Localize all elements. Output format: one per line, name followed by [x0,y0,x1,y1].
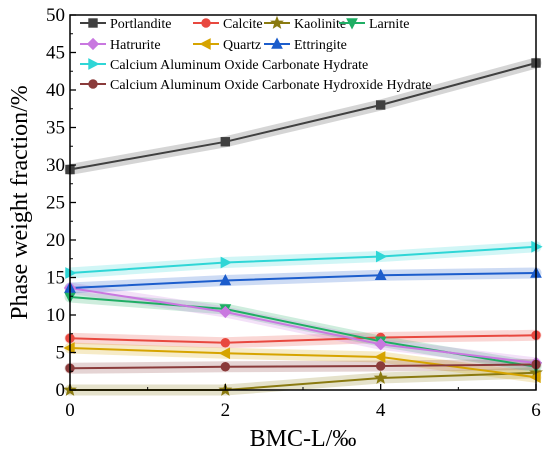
series-band-ettringite [64,267,542,294]
legend-label: Calcium Aluminum Oxide Carbonate Hydroxi… [110,78,432,93]
series-line-ettringite [69,272,537,289]
y-tick-label: 50 [46,5,65,26]
legend-label: Portlandite [110,17,171,32]
series-line-quartz [69,347,537,379]
data-point-ettringite [219,273,232,286]
y-tick-label: 45 [46,43,65,64]
legend-swatch-marker [270,15,284,29]
series-line-portlandite [69,62,537,171]
data-point-calcium-aluminum-oxide-carbonate-hydroxide-hydrate [220,362,231,372]
legend-label: Hatrurite [110,38,161,53]
legend-label: Kaolinite [294,17,346,32]
legend-label: Quartz [223,38,261,53]
legend-swatch-marker [199,38,211,50]
series-line-hatrurite [69,287,537,364]
y-axis-title: Phase weight fraction/% [7,85,33,320]
data-point-calcium-aluminum-oxide-carbonate-hydrate [375,250,388,263]
legend-swatch-marker [346,18,358,30]
y-tick-label: 20 [46,230,65,251]
data-point-hatrurite [219,305,232,319]
legend-swatch-marker [88,79,98,89]
legend-label: Ettringite [294,38,347,53]
x-axis-ticks: 0 2 4 6 [65,384,541,421]
legend-swatch-marker [86,37,100,51]
legend-swatch-marker [201,18,211,28]
legend-item-calcium-aluminum-oxide-carbonate-hydroxide-hydrate: Calcium Aluminum Oxide Carbonate Hydroxi… [80,78,432,93]
legend-label: Calcite [223,17,263,32]
data-point-hatrurite [374,338,387,351]
y-tick-label: 5 [56,343,66,364]
legend-item-calcium-aluminum-oxide-carbonate-hydrate: Calcium Aluminum Oxide Carbonate Hydrate [80,58,368,73]
x-tick-label: 6 [531,400,541,421]
legend-swatch-marker [88,18,98,28]
y-tick-label: 0 [56,380,66,401]
y-tick-label: 10 [46,305,65,326]
y-tick-label: 40 [46,80,65,101]
x-tick-label: 4 [376,400,386,421]
legend-item-quartz: Quartz [193,38,261,53]
data-point-portlandite [375,100,386,110]
data-point-quartz [374,351,386,363]
legend-item-kaolinite: Kaolinite [264,15,346,32]
data-point-calcium-aluminum-oxide-carbonate-hydroxide-hydrate [375,361,386,371]
y-axis-ticks: 0 5 10 15 20 25 30 35 40 45 50 [46,5,76,401]
legend-item-ettringite: Ettringite [264,37,347,53]
data-point-kaolinite [373,370,388,384]
legend-label: Larnite [369,17,409,32]
series-line-calcium-aluminum-oxide-carbonate-hydroxide-hydrate [69,363,537,370]
y-tick-label: 30 [46,155,65,176]
series-markers [63,58,543,396]
data-point-calcite [220,338,231,348]
x-tick-label: 2 [221,400,231,421]
legend-swatch-marker [271,37,283,49]
legend-item-calcite: Calcite [193,17,263,32]
data-point-calcium-aluminum-oxide-carbonate-hydrate [220,256,232,269]
series-line-calcite [69,334,537,344]
x-axis-title: BMC-L/‰ [250,426,357,452]
data-point-quartz [218,347,231,360]
legend-swatch-marker [88,58,100,70]
legend-label: Calcium Aluminum Oxide Carbonate Hydrate [110,58,368,73]
legend: Portlandite Calcite Kaolinite Larnite Hatrur… [80,15,432,93]
data-point-ettringite [374,268,387,280]
series-line-calcium-aluminum-oxide-carbonate-hydrate [69,245,537,274]
legend-item-portlandite: Portlandite [80,17,171,32]
legend-item-larnite: Larnite [339,17,409,32]
x-tick-label: 0 [65,400,75,421]
y-tick-label: 25 [46,193,65,214]
data-point-portlandite [220,137,231,147]
legend-item-hatrurite: Hatrurite [80,37,161,53]
y-tick-label: 35 [46,118,65,139]
y-tick-label: 15 [46,268,65,289]
